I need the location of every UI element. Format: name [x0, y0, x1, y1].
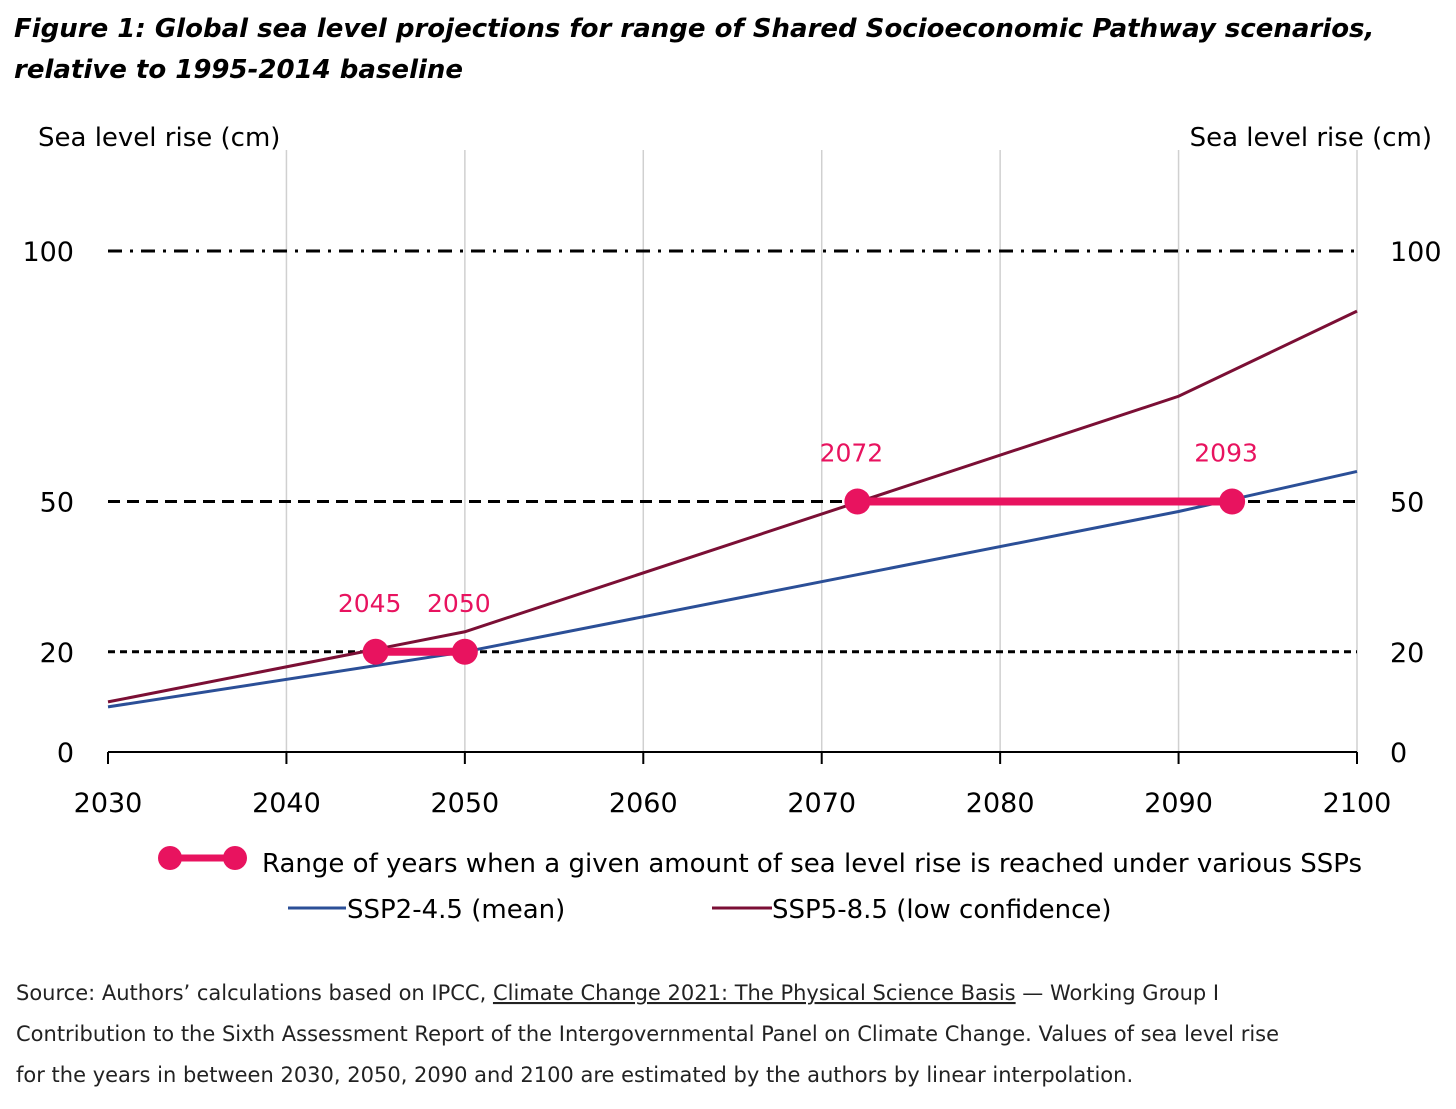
legend-range-dot-end [223, 846, 247, 870]
legend-ssp585-label: SSP5-8.5 (low confidence) [772, 895, 1112, 925]
y-tick-label-left-0: 0 [57, 738, 74, 769]
source-line1: Source: Authors’ calculations based on I… [16, 981, 1219, 1005]
legend-ssp245-label: SSP2-4.5 (mean) [347, 895, 565, 925]
legend-range-dot-start [158, 846, 182, 870]
range-dot-2045 [362, 638, 389, 665]
x-tick-label-2050: 2050 [430, 788, 499, 819]
y-tick-label-right-20: 20 [1390, 638, 1424, 669]
source-suffix: — Working Group I [1016, 981, 1219, 1005]
figure-title-line2: relative to 1995-2014 baseline [14, 55, 463, 85]
x-tick-label-2080: 2080 [966, 788, 1035, 819]
range-label-2050: 2050 [427, 589, 491, 618]
range-dot-2072 [844, 488, 871, 515]
source-prefix: Source: Authors’ calculations based on I… [16, 981, 493, 1005]
y-tick-label-right-0: 0 [1390, 738, 1407, 769]
legend: Range of years when a given amount of se… [158, 846, 1362, 925]
range-dot-2050 [451, 638, 478, 665]
source-link[interactable]: Climate Change 2021: The Physical Scienc… [493, 981, 1016, 1005]
range-label-2093: 2093 [1194, 439, 1258, 468]
source-line3: for the years in between 2030, 2050, 209… [16, 1063, 1133, 1087]
x-tick-label-2040: 2040 [252, 788, 321, 819]
x-tick-label-2100: 2100 [1323, 788, 1392, 819]
y-tick-label-left-100: 100 [22, 237, 74, 268]
y-tick-label-right-50: 50 [1390, 488, 1424, 519]
y-axis-label-right: Sea level rise (cm) [1190, 123, 1432, 153]
range-label-2072: 2072 [820, 439, 884, 468]
x-tick-label-2090: 2090 [1144, 788, 1213, 819]
series-line-ssp585 [107, 309, 1358, 704]
y-axis-label-left: Sea level rise (cm) [38, 123, 280, 153]
series-line-ssp245 [107, 469, 1358, 709]
range-dot-2093 [1219, 488, 1246, 515]
x-tick-label-2060: 2060 [609, 788, 678, 819]
y-tick-label-left-50: 50 [40, 488, 74, 519]
source-line2: Contribution to the Sixth Assessment Rep… [16, 1022, 1279, 1046]
y-tick-label-right-100: 100 [1390, 237, 1442, 268]
range-label-2045: 2045 [338, 589, 402, 618]
x-tick-label-2030: 2030 [74, 788, 143, 819]
figure-title-line1: Figure 1: Global sea level projections f… [14, 14, 1374, 44]
legend-range-label: Range of years when a given amount of se… [262, 849, 1362, 879]
y-tick-label-left-20: 20 [40, 638, 74, 669]
x-tick-label-2070: 2070 [787, 788, 856, 819]
